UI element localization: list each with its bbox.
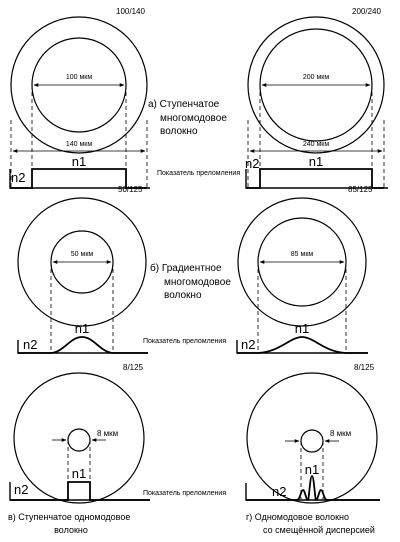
caption-line-2: волокно (54, 525, 88, 535)
core-diameter-label: 200 мкм (303, 74, 329, 81)
graded-index-profile (18, 336, 148, 354)
step-index-profile (10, 168, 147, 189)
n2-label: n2 (272, 484, 286, 499)
n1-label: n1 (75, 321, 89, 336)
fiber-spec-label: 8/125 (354, 363, 375, 372)
step-index-profile (10, 481, 150, 501)
n2-label: n2 (245, 156, 259, 171)
panel-c: 8 мкм n1 n2 8/125 8 мкм n1 n2 8/125 Пока… (8, 363, 380, 535)
n2-label: n2 (14, 482, 28, 497)
caption-line-2: со смещённой дисперсией (263, 525, 375, 535)
caption-line-1: б) Градиентное (150, 262, 222, 274)
caption-line-3: волокно (164, 290, 202, 301)
refractive-index-label: Показатель преломления (143, 490, 226, 497)
fiber-spec-label: 50/125 (118, 185, 143, 194)
core-diameter-label: 100 мкм (66, 74, 92, 81)
core-diameter-label: 50 мкм (71, 251, 94, 258)
panel-b-caption: б) Градиентное многомодовое волокно (150, 262, 231, 301)
refractive-index-label: Показатель преломления (157, 170, 240, 177)
panel-c-right-caption: г) Одномодовое волокно со смещённой дисп… (246, 512, 375, 535)
caption-line-2: многомодовое (160, 113, 227, 124)
n1-label: n1 (72, 466, 86, 481)
n2-label: n2 (11, 170, 25, 185)
core-diameter-label: 8 мкм (97, 429, 118, 438)
panel-a: 100 мкм 140 мкм n1 n2 100/140 200 мкм 24… (9, 7, 388, 189)
core-circle (300, 429, 324, 453)
fiber-spec-label: 85/125 (348, 185, 373, 194)
graded-index-profile (237, 336, 368, 354)
fiber-spec-label: 8/125 (123, 363, 144, 372)
panel-c-left-caption: в) Ступенчатое одномодовое волокно (8, 512, 130, 535)
caption-line-1: г) Одномодовое волокно (246, 512, 349, 522)
cladding-diameter-label: 140 мкм (66, 141, 92, 148)
n1-label: n1 (72, 154, 86, 169)
caption-line-1: а) Ступенчатое (148, 99, 220, 110)
panel-b: 50 мкм n1 n2 50/125 85 мкм n1 n2 85/125 … (17, 185, 373, 354)
core-diameter-label: 85 мкм (291, 251, 314, 258)
caption-line-1: в) Ступенчатое одномодовое (8, 512, 130, 522)
dispersion-shifted-profile (246, 475, 380, 501)
fiber-b-left: 50 мкм n1 n2 50/125 (17, 185, 148, 354)
step-index-profile (246, 168, 384, 189)
index-profile-axis (17, 340, 148, 354)
fiber-c-right: 8 мкм n1 n2 8/125 (245, 363, 380, 504)
fiber-b-right: 85 мкм n1 n2 85/125 (236, 185, 373, 354)
core-diameter-label: 8 мкм (330, 429, 351, 438)
panel-a-caption: а) Ступенчатое многомодовое волокно (148, 99, 227, 137)
n1-label: n1 (309, 154, 323, 169)
caption-line-3: волокно (160, 126, 198, 137)
n2-label: n2 (241, 337, 255, 352)
n2-label: n2 (23, 337, 37, 352)
n1-label: n1 (295, 321, 309, 336)
fiber-c-left: 8 мкм n1 n2 8/125 (9, 363, 150, 504)
fiber-spec-label: 200/240 (352, 7, 381, 16)
core-circle (67, 428, 91, 452)
index-profile-axis (236, 340, 368, 354)
refractive-index-label: Показатель преломления (143, 338, 226, 345)
n1-label: n1 (305, 462, 319, 477)
cladding-diameter-label: 240 мкм (303, 141, 329, 148)
fiber-a-right: 200 мкм 240 мкм n1 n2 200/240 (245, 7, 388, 189)
fiber-a-left: 100 мкм 140 мкм n1 n2 100/140 (9, 7, 150, 189)
caption-line-2: многомодовое (164, 277, 231, 288)
fiber-spec-label: 100/140 (116, 7, 145, 16)
